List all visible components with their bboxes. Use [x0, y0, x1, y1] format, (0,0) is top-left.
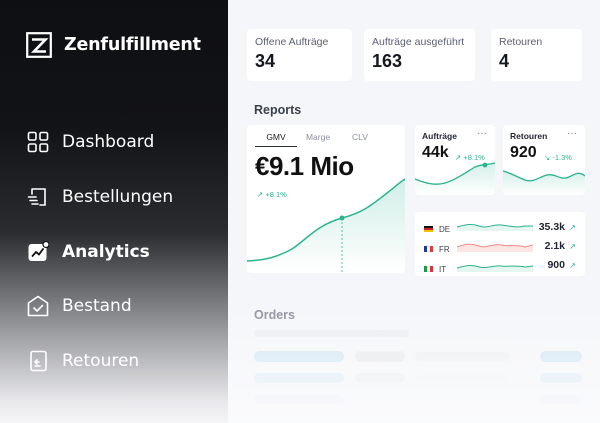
kpi-value: 34 — [255, 51, 276, 71]
sidebar-item-bestellungen[interactable]: Bestellungen — [26, 183, 173, 211]
tab-gmv[interactable]: GMV — [255, 132, 297, 147]
sidebar-item-bestand[interactable]: Bestand — [26, 292, 132, 320]
countries-card[interactable]: DE FR IT 35.3k ↗ 2.1k ↗ 900 ↗ — [415, 212, 585, 276]
gmv-change: ↗ +8.1% — [257, 190, 287, 199]
orders-mini-card[interactable]: Aufträge ··· 44k ↗ +8.1% — [415, 125, 495, 195]
trend-up-icon: ↗ — [569, 223, 576, 232]
orders-mini-title: Aufträge — [422, 131, 457, 141]
country-value: 900 — [547, 259, 565, 271]
country-row-fr: FR — [424, 242, 450, 256]
kpi-value: 163 — [372, 51, 403, 71]
orders-title: Orders — [254, 308, 295, 322]
zenfulfillment-logo-icon — [26, 32, 52, 58]
skeleton-cell — [540, 351, 582, 362]
sidebar-item-label: Analytics — [62, 242, 150, 262]
sidebar-item-retouren[interactable]: Retouren — [26, 347, 139, 375]
kpi-open-orders[interactable]: Offene Aufträge 34 — [247, 29, 352, 81]
kpi-label: Offene Aufträge — [255, 36, 329, 48]
skeleton-cell — [254, 351, 344, 362]
receipt-icon — [26, 185, 50, 209]
country-value: 35.3k — [538, 221, 565, 233]
italy-flag-icon — [424, 266, 433, 272]
kpi-label: Aufträge ausgeführt — [372, 36, 465, 48]
kpi-value: 4 — [499, 51, 510, 71]
returns-mini-sparkline — [503, 170, 585, 195]
skeleton-cell — [540, 395, 582, 404]
return-icon — [26, 349, 50, 373]
sidebar-item-analytics[interactable]: Analytics — [26, 238, 150, 266]
tab-clv[interactable]: CLV — [352, 132, 368, 142]
skeleton-cell — [540, 373, 582, 383]
country-code: DE — [439, 224, 451, 234]
gmv-value: €9.1 Mio — [255, 151, 354, 181]
country-code: IT — [439, 264, 447, 274]
tab-marge[interactable]: Marge — [305, 132, 331, 142]
more-menu-icon[interactable]: ··· — [567, 128, 577, 139]
warehouse-icon — [26, 294, 50, 318]
gmv-sparkline — [247, 178, 405, 273]
country-code: FR — [439, 244, 450, 254]
returns-mini-change: ↘ -1.3% — [544, 153, 572, 162]
reports-title: Reports — [254, 103, 302, 117]
more-menu-icon[interactable]: ··· — [477, 128, 487, 139]
main-content: Offene Aufträge 34 Aufträge ausgeführt 1… — [228, 0, 600, 423]
sidebar-item-label: Bestand — [62, 296, 132, 316]
sidebar-item-label: Dashboard — [62, 132, 155, 152]
sidebar: Zenfulfillment Dashboard Bestellungen An… — [0, 0, 228, 423]
returns-mini-value: 920 — [510, 144, 537, 161]
skeleton-cell — [415, 352, 510, 361]
sidebar-item-dashboard[interactable]: Dashboard — [26, 128, 154, 156]
returns-mini-title: Retouren — [510, 131, 548, 141]
sidebar-item-label: Bestellungen — [62, 187, 174, 207]
country-row-de: DE — [424, 222, 450, 236]
country-sparklines — [457, 223, 533, 272]
skeleton-cell — [254, 395, 344, 404]
skeleton-cell — [355, 373, 405, 383]
brand[interactable]: Zenfulfillment — [26, 32, 201, 58]
analytics-chart-icon — [26, 240, 50, 264]
returns-mini-card[interactable]: Retouren ··· 920 ↘ -1.3% — [503, 125, 585, 195]
germany-flag-icon — [424, 226, 433, 232]
kpi-orders-fulfilled[interactable]: Aufträge ausgeführt 163 — [364, 29, 475, 81]
skeleton-cell — [415, 374, 510, 382]
kpi-returns[interactable]: Retouren 4 — [491, 29, 582, 81]
trend-up-icon: ↗ — [569, 261, 576, 270]
gmv-card[interactable]: GMV Marge CLV €9.1 Mio ↗ +8.1% — [247, 125, 405, 273]
skeleton-cell — [254, 373, 344, 383]
sidebar-item-label: Retouren — [62, 351, 140, 371]
orders-mini-change: ↗ +8.1% — [455, 153, 485, 162]
skeleton-cell — [355, 351, 405, 362]
brand-name: Zenfulfillment — [64, 35, 201, 55]
orders-mini-value: 44k — [422, 144, 449, 161]
country-row-it: IT — [424, 262, 446, 276]
france-flag-icon — [424, 246, 433, 252]
kpi-label: Retouren — [499, 36, 543, 48]
trend-up-icon: ↗ — [569, 242, 576, 251]
metric-tabs: GMV Marge CLV — [255, 132, 381, 147]
dashboard-grid-icon — [26, 130, 50, 154]
orders-mini-sparkline — [415, 162, 495, 195]
skeleton-line — [254, 330, 409, 337]
country-value: 2.1k — [544, 240, 565, 252]
